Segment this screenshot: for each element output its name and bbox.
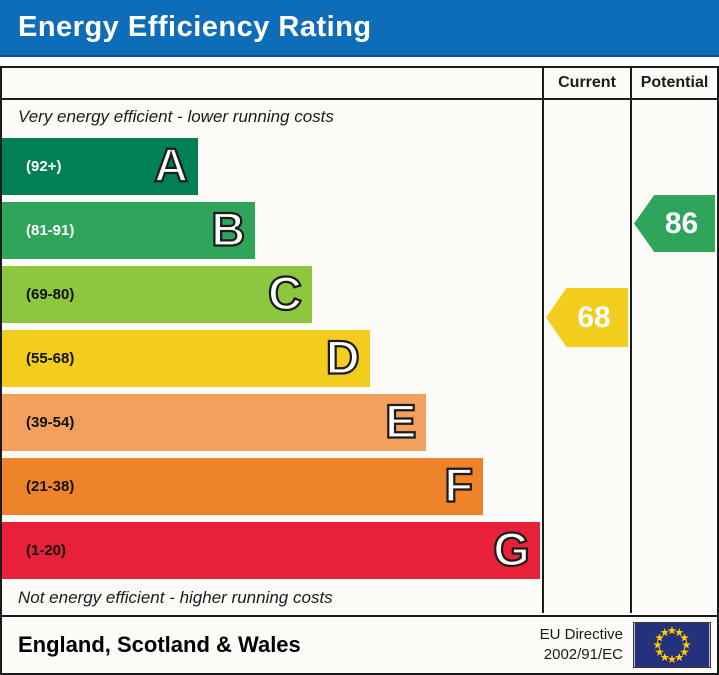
footer: England, Scotland & Wales EU Directive 2… — [0, 617, 719, 675]
potential-column: 86 — [632, 100, 717, 613]
band-letter: D — [325, 330, 361, 384]
band-bar-c: (69-80) C — [2, 265, 312, 323]
band-range-label: (92+) — [26, 157, 62, 175]
band-range-label: (55-68) — [26, 349, 75, 367]
band-letter: G — [492, 522, 531, 576]
band-bar-a: (92+) A — [2, 137, 199, 195]
eu-directive-line2: 2002/91/EC — [543, 646, 623, 663]
table-header-row: Current Potential — [2, 68, 717, 100]
note-not-efficient: Not energy efficient - higher running co… — [18, 587, 333, 607]
eu-directive-line1: EU Directive — [539, 625, 623, 643]
band-range-label: (21-38) — [26, 477, 75, 495]
column-header-potential: Potential — [640, 74, 709, 91]
band-letter: E — [384, 394, 418, 448]
potential-rating-value: 86 — [664, 206, 699, 240]
title-bar: Energy Efficiency Rating — [0, 0, 719, 57]
title-gap — [0, 57, 719, 66]
band-row-a: (92+) A — [2, 134, 542, 198]
bands-column: Very energy efficient - lower running co… — [2, 100, 544, 613]
eu-flag-icon — [633, 622, 711, 668]
band-row-e: (39-54) E — [2, 390, 542, 454]
current-rating-arrow: 68 — [546, 288, 628, 347]
footer-region-label: England, Scotland & Wales — [18, 632, 301, 657]
band-bar-f: (21-38) F — [2, 457, 484, 515]
band-letter: B — [210, 202, 246, 256]
band-row-g: (1-20) G — [2, 518, 542, 582]
band-letter: F — [443, 458, 474, 512]
current-rating-value: 68 — [577, 300, 611, 334]
band-list: (92+) A (81-91) B (69-80) C (55-68) D (39-54) E (2… — [2, 134, 542, 582]
footer-right-group: EU Directive 2002/91/EC — [540, 622, 711, 668]
band-range-label: (81-91) — [26, 221, 75, 239]
band-letter: C — [267, 266, 303, 320]
note-very-efficient: Very energy efficient - lower running co… — [18, 107, 334, 126]
band-bar-b: (81-91) B — [2, 201, 256, 259]
band-range-label: (1-20) — [26, 541, 67, 559]
page-title: Energy Efficiency Rating — [18, 11, 372, 43]
band-bar-e: (39-54) E — [2, 393, 427, 451]
band-range-label: (69-80) — [26, 285, 75, 303]
band-row-f: (21-38) F — [2, 454, 542, 518]
band-row-b: (81-91) B — [2, 198, 542, 262]
band-range-label: (39-54) — [26, 413, 75, 431]
rating-table: Current Potential Very energy efficient … — [0, 66, 719, 617]
column-header-current: Current — [544, 68, 632, 98]
eu-directive-label: EU Directive 2002/91/EC — [540, 625, 623, 666]
table-body: Very energy efficient - lower running co… — [2, 100, 717, 613]
potential-rating-arrow: 86 — [634, 195, 715, 252]
band-row-d: (55-68) D — [2, 326, 542, 390]
band-letter: A — [153, 138, 189, 192]
header-spacer — [2, 68, 544, 98]
band-bar-g: (1-20) G — [2, 521, 540, 579]
band-row-c: (69-80) C — [2, 262, 542, 326]
band-bar-d: (55-68) D — [2, 329, 370, 387]
current-column: 68 — [544, 100, 632, 613]
